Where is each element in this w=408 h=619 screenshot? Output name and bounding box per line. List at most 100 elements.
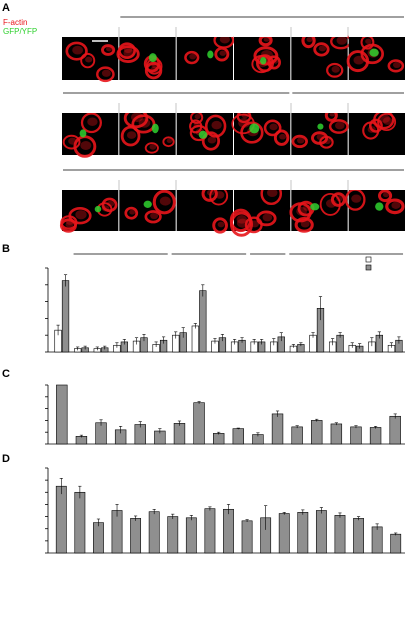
actin-cell-fill: [266, 188, 278, 197]
bar-value: [95, 422, 107, 445]
tile-label-bg: [234, 27, 291, 37]
tile-label-bg: [348, 180, 405, 190]
bar-value: [74, 491, 86, 554]
actin-cell: [124, 206, 139, 220]
actin-cell-fill: [194, 114, 201, 120]
bar-value: [111, 510, 123, 554]
actin-cell-fill: [336, 36, 348, 45]
actin-cell-fill: [236, 218, 249, 228]
actin-cell: [294, 217, 314, 233]
gfp-signal: [143, 200, 152, 208]
actin-cell-fill: [149, 144, 157, 150]
actin-cell: [162, 136, 175, 148]
actin-cell: [368, 118, 383, 133]
bar-value: [130, 518, 142, 554]
chart-b: [45, 253, 405, 353]
actin-cell-fill: [382, 192, 390, 198]
bar-value: [185, 517, 197, 554]
actin-cell-fill: [87, 117, 98, 127]
bar-value: [241, 520, 253, 554]
actin-cell-fill: [189, 53, 197, 60]
actin-cell: [378, 189, 393, 203]
actin-cell-fill: [217, 221, 225, 228]
bar-value: [330, 423, 343, 445]
tile-label-bg: [62, 180, 119, 190]
gfp-signal: [260, 56, 267, 65]
tile-label-bg: [234, 180, 291, 190]
gfp-signal: [94, 205, 102, 213]
actin-cell: [212, 217, 228, 234]
tile-label-bg: [119, 27, 176, 37]
actin-cell: [240, 121, 264, 144]
bar-series1: [199, 290, 207, 353]
bar-value: [390, 533, 402, 554]
legend-actin: F-actin: [3, 18, 27, 27]
actin-cell-fill: [80, 141, 92, 150]
panel-a-letter: A: [2, 2, 10, 14]
actin-cell: [326, 62, 344, 78]
actin-cell-fill: [262, 213, 273, 222]
bar-series1: [61, 280, 70, 353]
tile-label-bg: [62, 103, 119, 113]
actin-cell-fill: [379, 114, 390, 123]
actin-cell-fill: [316, 133, 325, 141]
actin-cell: [328, 119, 349, 134]
actin-cell: [377, 112, 397, 132]
tile-label-bg: [176, 27, 233, 37]
actin-cell: [152, 189, 176, 215]
tile-label-bg: [348, 103, 405, 113]
legend-swatch-ctrl: [365, 256, 372, 263]
tile-label-bg: [291, 103, 348, 113]
bar-value: [167, 516, 179, 554]
chart-c: [45, 384, 405, 445]
actin-cell-fill: [392, 61, 401, 69]
bar-value: [353, 518, 364, 554]
bar-value: [278, 513, 290, 554]
actin-cell: [65, 41, 88, 61]
tile-label-bg: [234, 103, 291, 113]
actin-cell: [101, 197, 118, 213]
actin-cell: [184, 50, 200, 65]
actin-cell: [256, 54, 275, 73]
tile-label-bg: [291, 180, 348, 190]
actin-cell-fill: [126, 131, 137, 139]
actin-cell: [101, 44, 116, 56]
bar-value: [204, 508, 216, 554]
gfp-signal: [317, 123, 324, 130]
bar-value: [311, 420, 323, 445]
actin-cell: [144, 142, 159, 154]
bar-value: [271, 413, 284, 445]
gfp-signal: [198, 130, 208, 139]
bar-value: [232, 428, 244, 445]
actin-cell: [80, 112, 102, 134]
panel-b-letter: B: [2, 243, 10, 255]
micrograph-panel: [59, 16, 405, 237]
bar-value: [193, 402, 205, 445]
actin-cell-fill: [331, 65, 340, 73]
actin-cell: [267, 55, 281, 70]
actin-cell: [144, 210, 162, 224]
bar-value: [223, 508, 234, 554]
tile-label-bg: [176, 180, 233, 190]
actin-cell-fill: [382, 117, 393, 125]
bar-value: [371, 526, 383, 554]
actin-cell: [229, 211, 254, 237]
actin-cell-fill: [236, 215, 248, 224]
actin-cell: [360, 43, 384, 65]
gfp-signal: [375, 202, 384, 211]
actin-cell: [263, 119, 282, 137]
tile-label-bg: [119, 103, 176, 113]
bar-value: [291, 426, 303, 445]
actin-cell-fill: [75, 210, 87, 220]
actin-cell-fill: [336, 195, 343, 202]
gfp-signal: [207, 50, 214, 59]
actin-cell: [60, 215, 78, 230]
actin-cell: [313, 42, 330, 57]
legend-swatch-sdf: [365, 264, 372, 271]
gfp-signal: [310, 203, 320, 211]
actin-cell: [289, 202, 312, 223]
gfp-signal: [249, 123, 260, 134]
actin-cell-fill: [68, 137, 77, 145]
tile-label-bg: [62, 27, 119, 37]
bar-value: [389, 415, 401, 445]
